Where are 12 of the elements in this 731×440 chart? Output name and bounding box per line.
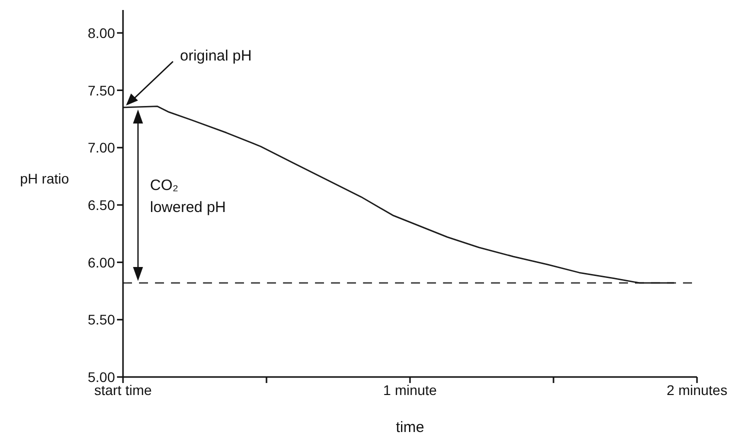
y-tick-label: 7.50 (88, 82, 116, 98)
x-tick-label: 1 minute (383, 382, 438, 398)
y-tick-label: 5.50 (88, 312, 116, 328)
y-tick-label: 6.50 (88, 196, 116, 213)
x-tick-label: 2 minutes (666, 382, 728, 398)
annotation: original pH (180, 47, 252, 64)
y-tick-label: 7.00 (88, 140, 116, 156)
y-tick-label: 6.00 (88, 254, 116, 270)
y-tick-label: 8.00 (88, 24, 116, 41)
annotation: CO₂ lowered pH (150, 177, 226, 216)
y-axis-title: pH ratio (20, 170, 70, 186)
x-axis-title: time (396, 419, 424, 436)
